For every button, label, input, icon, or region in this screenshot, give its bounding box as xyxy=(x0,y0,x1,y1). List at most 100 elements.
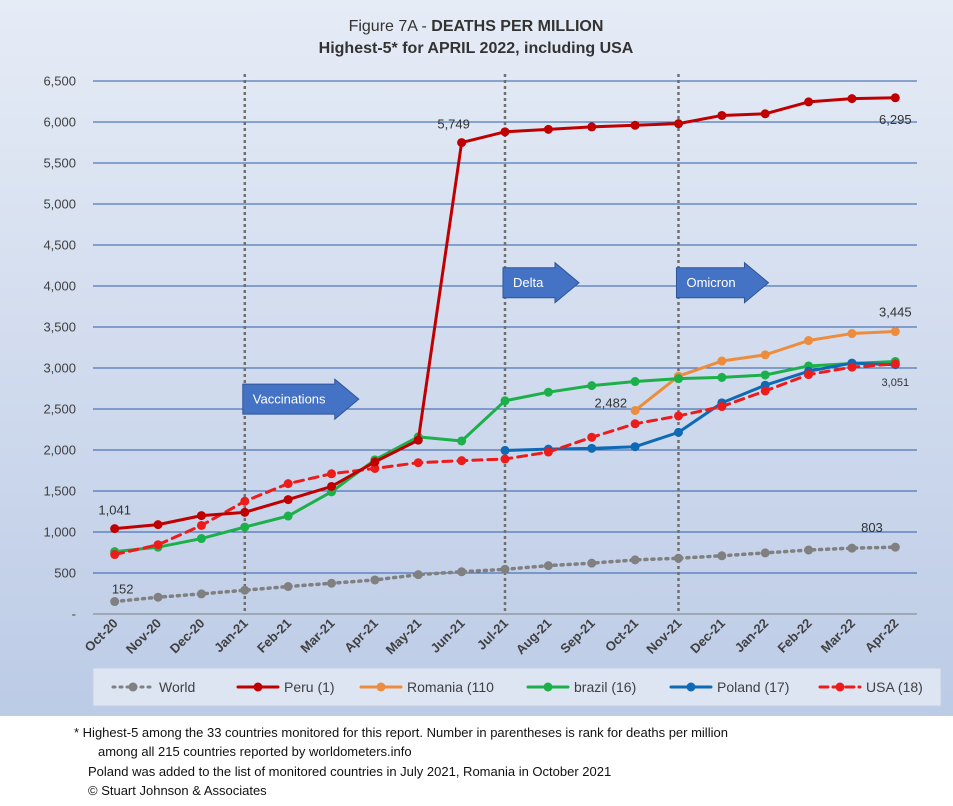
data-point xyxy=(587,381,597,391)
y-tick-label: 3,500 xyxy=(43,320,76,335)
legend-item-peru-1: Peru (1) xyxy=(236,679,335,695)
data-point xyxy=(110,524,120,534)
arrow-shape xyxy=(675,261,770,304)
data-point xyxy=(196,534,206,544)
legend-item-world: World xyxy=(111,679,195,695)
data-point xyxy=(890,93,900,103)
legend-label: Poland (17) xyxy=(717,679,789,695)
data-point xyxy=(804,97,814,107)
series-usa-18 xyxy=(110,359,900,560)
legend-swatch-marker xyxy=(376,682,386,692)
data-point xyxy=(717,110,727,120)
legend-item-poland-17: Poland (17) xyxy=(669,679,789,695)
x-tick-label: Apr-21 xyxy=(341,616,381,656)
x-tick-label: Aug-21 xyxy=(513,616,555,658)
data-label: 3,051 xyxy=(882,377,910,389)
x-tick-label: Jan-22 xyxy=(732,616,772,656)
y-tick-label: 1,000 xyxy=(43,525,76,540)
data-point xyxy=(283,582,293,592)
arrow-label: Omicron xyxy=(686,275,735,290)
data-point xyxy=(543,387,553,397)
legend-label: Romania (110 xyxy=(407,679,494,695)
footnote-line-1: * Highest-5 among the 33 countries monit… xyxy=(74,725,728,740)
x-tick-label: Jun-21 xyxy=(428,616,468,656)
data-label: 152 xyxy=(112,582,134,597)
data-point xyxy=(457,436,467,446)
data-point xyxy=(370,463,380,473)
data-label: 6,295 xyxy=(879,112,912,127)
x-tick-label: May-21 xyxy=(383,616,425,658)
x-tick-label: Mar-21 xyxy=(297,616,337,656)
y-tick-label: 4,500 xyxy=(43,238,76,253)
y-tick-label: 4,000 xyxy=(43,279,76,294)
data-point xyxy=(196,589,206,599)
data-point xyxy=(283,495,293,505)
x-tick-label: Jul-21 xyxy=(474,616,511,653)
legend: World Peru (1) Romania (110 brazil (16) Pola… xyxy=(92,667,942,707)
x-tick-label: Nov-20 xyxy=(123,616,164,657)
legend-swatch-marker xyxy=(543,682,553,692)
data-point xyxy=(673,119,683,129)
data-point xyxy=(240,585,250,595)
data-point xyxy=(500,396,510,406)
data-point xyxy=(240,507,250,517)
data-point xyxy=(587,443,597,453)
data-point xyxy=(283,479,293,489)
chart-area: Figure 7A - DEATHS PER MILLION Highest-5*… xyxy=(0,0,953,716)
data-point xyxy=(717,372,727,382)
x-tick-label: Dec-21 xyxy=(687,616,728,657)
arrow-shape xyxy=(242,378,360,421)
data-point xyxy=(500,564,510,574)
legend-box xyxy=(92,667,942,707)
y-tick-label: 1,500 xyxy=(43,484,76,499)
legend-swatch-marker xyxy=(253,682,263,692)
x-tick-label: Feb-21 xyxy=(254,616,294,656)
y-tick-label: 6,000 xyxy=(43,115,76,130)
data-point xyxy=(587,558,597,568)
arrow-label: Delta xyxy=(513,275,544,290)
footnote-line-2: among all 215 countries reported by worl… xyxy=(98,744,412,759)
arrow-label: Vaccinations xyxy=(253,392,326,407)
x-tick-label: Nov-21 xyxy=(643,616,684,657)
data-point xyxy=(804,370,814,380)
chart-subtitle: Highest-5* for APRIL 2022, including USA xyxy=(319,40,634,57)
data-point xyxy=(804,336,814,346)
series-line xyxy=(503,361,897,452)
y-tick-label: - xyxy=(72,607,76,622)
data-point xyxy=(110,550,120,560)
data-point xyxy=(543,447,553,457)
data-point xyxy=(630,442,640,452)
data-point xyxy=(413,570,423,580)
legend-item-brazil-16: brazil (16) xyxy=(526,679,636,695)
data-point xyxy=(370,457,380,467)
legend-swatch-marker xyxy=(128,682,138,692)
data-point xyxy=(630,120,640,130)
x-tick-label: Mar-22 xyxy=(818,616,858,656)
annotation-arrow-omicron: Omicron xyxy=(675,261,770,304)
data-point xyxy=(760,370,770,380)
data-point xyxy=(804,545,814,555)
legend-label: brazil (16) xyxy=(574,679,636,695)
x-tick-label: Feb-22 xyxy=(774,616,814,656)
data-point xyxy=(110,597,120,607)
data-point xyxy=(587,122,597,132)
data-point xyxy=(760,109,770,119)
y-tick-label: 3,000 xyxy=(43,361,76,376)
data-point xyxy=(847,362,857,372)
data-label: 5,749 xyxy=(437,117,470,132)
data-point xyxy=(500,127,510,137)
y-tick-label: 2,500 xyxy=(43,402,76,417)
data-point xyxy=(847,329,857,339)
data-point xyxy=(413,435,423,445)
data-point xyxy=(543,561,553,571)
data-point xyxy=(327,578,337,588)
footnote-line-3: Poland was added to the list of monitore… xyxy=(88,764,612,779)
legend-label: Peru (1) xyxy=(284,679,335,695)
data-label: 803 xyxy=(861,520,883,535)
legend-swatch-marker xyxy=(686,682,696,692)
arrow-shape xyxy=(502,261,580,304)
x-tick-label: Jan-21 xyxy=(211,616,251,656)
data-point xyxy=(717,402,727,412)
data-point xyxy=(847,94,857,104)
data-point xyxy=(587,432,597,442)
